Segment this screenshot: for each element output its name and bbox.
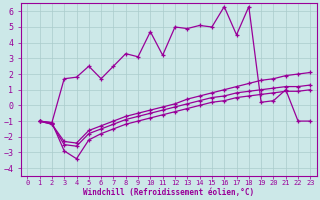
X-axis label: Windchill (Refroidissement éolien,°C): Windchill (Refroidissement éolien,°C) (83, 188, 254, 197)
